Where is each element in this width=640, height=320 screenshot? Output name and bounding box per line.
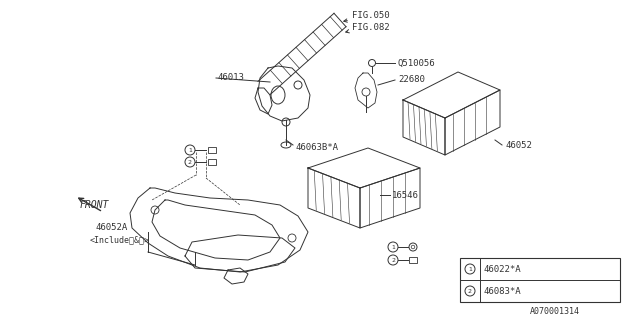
Text: Q510056: Q510056 [398,59,436,68]
Bar [460,258,620,302]
Text: A070001314: A070001314 [530,308,580,316]
Text: 2: 2 [468,289,472,294]
Text: FIG.082: FIG.082 [352,23,390,33]
Text: FIG.050: FIG.050 [352,12,390,20]
Text: 1: 1 [391,245,395,250]
Text: 46013: 46013 [218,74,245,83]
Text: 46063B*A: 46063B*A [295,143,338,153]
Text: 46052: 46052 [505,140,532,149]
Text: 2: 2 [391,258,395,263]
Text: <Include①&②>: <Include①&②> [90,236,150,244]
Text: 46022*A: 46022*A [484,265,522,274]
Text: 16546: 16546 [392,190,419,199]
Bar [409,257,417,263]
Text: FRONT: FRONT [80,200,109,210]
Text: 1: 1 [468,267,472,272]
Text: 46083*A: 46083*A [484,286,522,295]
Bar [208,159,216,165]
Text: 1: 1 [188,148,192,153]
Bar [208,147,216,153]
Text: 2: 2 [188,160,192,165]
Text: 22680: 22680 [398,76,425,84]
Text: 46052A: 46052A [95,223,127,233]
